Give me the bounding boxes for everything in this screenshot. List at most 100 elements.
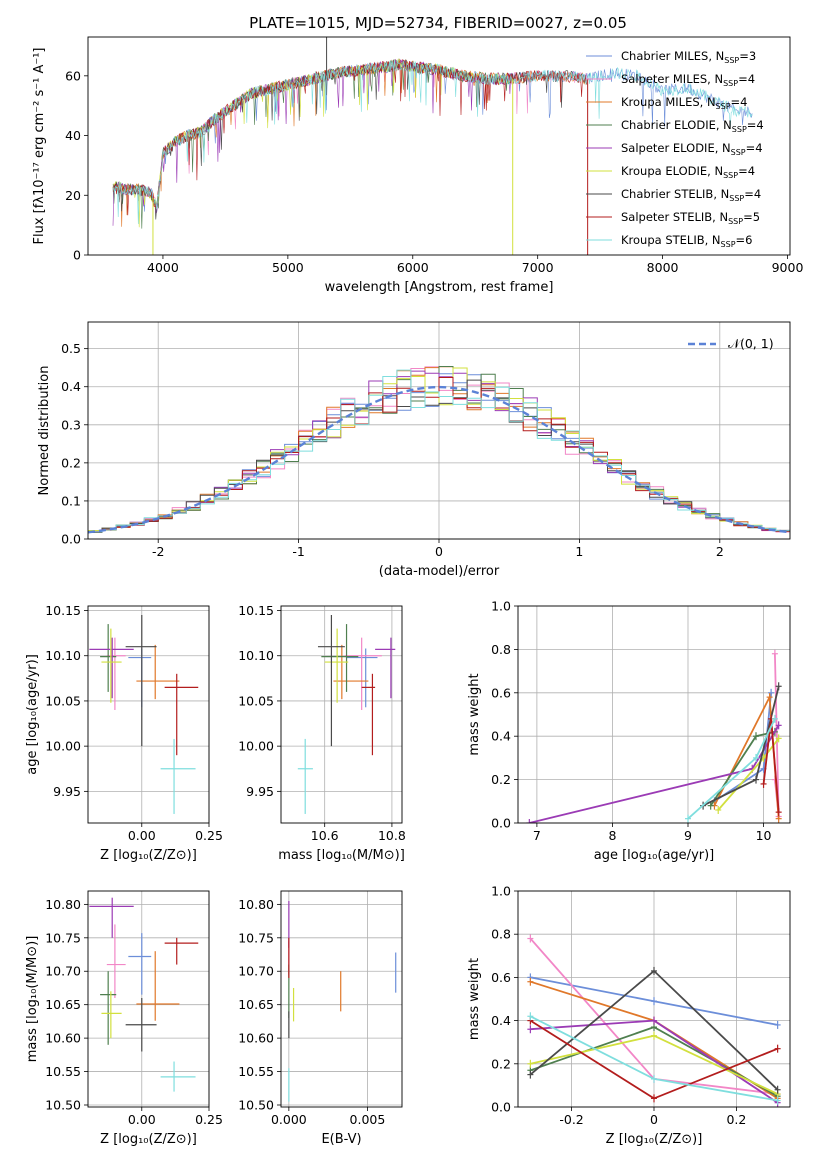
y-tick-label: 0.2 [491,772,511,787]
legend-name: Chabrier STELIB, N [621,187,729,201]
legend-entry: Chabrier ELODIE, NSSP=4 [621,118,764,134]
y-tick-label: 10.70 [45,964,81,979]
y-tick-label: 10.80 [238,897,274,912]
massweight-vs-z-panel: -0.2 0 0.2 0.0 0.2 0.4 0.6 0.8 1.0 Z [log₁₀(Z/Z⊙)… [467,884,791,1147]
y-tick-label: 10.50 [238,1097,274,1112]
y-axis-label: Normed distribution [37,366,52,496]
y-tick-label: 10.05 [238,693,274,708]
y-tick-label: 10.60 [45,1031,81,1046]
y-tick-label: 9.95 [246,784,274,799]
axes-frame [87,36,791,256]
y-tick-label: 10.00 [238,739,274,754]
x-tick-label: 0.000 [271,1112,307,1127]
y-tick-label: 10.50 [45,1097,81,1112]
legend-entry: Chabrier STELIB, NSSP=4 [621,187,761,203]
x-tick-label: -2 [152,544,164,559]
x-tick-label: 9000 [772,260,804,275]
y-tick-label: 10.10 [238,648,274,663]
axes-frame [87,321,791,540]
y-axis-label: Flux [fλ10⁻¹⁷ erg cm⁻² s⁻¹ A⁻¹] [32,48,47,245]
legend-nssp: =4 [731,95,748,109]
spectrum-series-salpeter-stelib [112,59,588,216]
y-tick-label: 0.6 [491,685,511,700]
y-tick-label: 10.55 [45,1064,81,1079]
x-tick-label: 10.8 [378,828,406,843]
weight-lines [526,649,782,823]
x-axis-label: age [log₁₀(age/yr)] [594,848,715,863]
weight-line-salpeter-elodie [529,724,780,823]
figure-title: PLATE=1015, MJD=52734, FIBERID=0027, z=0… [249,14,627,32]
y-tick-label: 0.4 [491,729,511,744]
x-axis-label: mass [log₁₀(M/M⊙)] [278,848,405,863]
mass-vs-ebv-panel: 0.000 0.005 10.50 10.55 10.60 10.65 10.70 10.75… [238,890,403,1147]
y-tick-label: 1.0 [491,599,511,614]
x-axis-label: Z [log₁₀(Z/Z⊙)] [606,1132,703,1147]
axes-frame [280,890,403,1108]
spectrum-series-kroupa-stelib [112,59,753,225]
y-tick-label: 10.55 [238,1064,274,1079]
x-tick-label: 0.00 [128,828,156,843]
y-tick-label: 0.4 [61,379,81,394]
legend-sub: SSP [731,148,746,157]
residuals-panel: -2 -1 0 1 2 0.0 0.1 0.2 0.3 0.4 0.5 (data-model)/er… [37,321,791,579]
legend-sub: SSP [732,125,747,134]
legend-sub: SSP [721,240,736,249]
y-tick-label: 0.8 [491,642,511,657]
y-tick-label: 20 [65,188,81,203]
x-tick-label: 5000 [272,260,304,275]
spectrum-lines [112,37,753,255]
y-axis-label: age [log₁₀(age/yr)] [25,654,40,775]
y-tick-label: 0.2 [61,455,81,470]
y-tick-label: 40 [65,128,81,143]
x-tick-label: 1 [575,544,583,559]
y-tick-label: 10.75 [45,930,81,945]
y-tick-label: 0.0 [491,1100,511,1115]
y-tick-label: 0.5 [61,341,81,356]
spectrum-series-salpeter-miles [112,59,588,211]
x-tick-label: 4000 [147,260,179,275]
errorbars [89,897,199,1092]
errorbars [297,615,396,814]
legend-entry: Salpeter ELODIE, NSSP=4 [621,141,763,157]
axes-frame [517,890,791,1108]
y-tick-label: 0 [73,248,81,263]
x-tick-label: 9 [684,828,692,843]
normal-curve [88,385,790,534]
y-tick-label: 1.0 [491,884,511,899]
legend-nssp: =4 [746,141,763,155]
legend-entry: Chabrier MILES, NSSP=3 [621,49,756,65]
x-axis-label: wavelength [Angstrom, rest frame] [325,280,554,295]
y-tick-label: 10.10 [45,648,81,663]
y-tick-label: 10.15 [45,603,81,618]
y-axis-label: mass [log₁₀(M/M⊙)] [25,936,40,1063]
axes-frame [87,890,210,1108]
x-tick-label: 7000 [522,260,554,275]
x-tick-label: 0.00 [128,1112,156,1127]
legend-nssp: =5 [743,210,760,224]
y-tick-label: 0.6 [491,970,511,985]
x-axis-label: Z [log₁₀(Z/Z⊙)] [100,1132,197,1147]
y-axis-label: mass weight [467,958,482,1040]
legend-name: Salpeter ELODIE, N [621,141,731,155]
legend-name: Kroupa ELODIE, N [621,164,723,178]
legend-entry: Kroupa ELODIE, NSSP=4 [621,164,755,180]
y-tick-label: 0.4 [491,1013,511,1028]
x-tick-label: 8 [608,828,616,843]
legend-name: Chabrier MILES, N [621,49,724,63]
x-tick-label: -1 [292,544,304,559]
histogram-kroupa-stelib [88,369,790,534]
x-tick-label: 10.6 [311,828,339,843]
y-tick-label: 10.65 [238,997,274,1012]
legend-entry: Kroupa MILES, NSSP=4 [621,95,747,111]
x-tick-label: 8000 [647,260,679,275]
y-tick-label: 60 [65,68,81,83]
x-tick-label: 0 [435,544,443,559]
spectrum-panel: 4000 5000 6000 7000 8000 9000 0 20 40 60 wavelengt… [32,36,804,295]
y-tick-label: 0.3 [61,417,81,432]
legend-sub: SSP [728,217,743,226]
legend-nssp: =6 [736,233,753,247]
legend-name: Kroupa MILES, N [621,95,716,109]
y-tick-label: 10.05 [45,693,81,708]
legend-nssp: =3 [739,49,756,63]
